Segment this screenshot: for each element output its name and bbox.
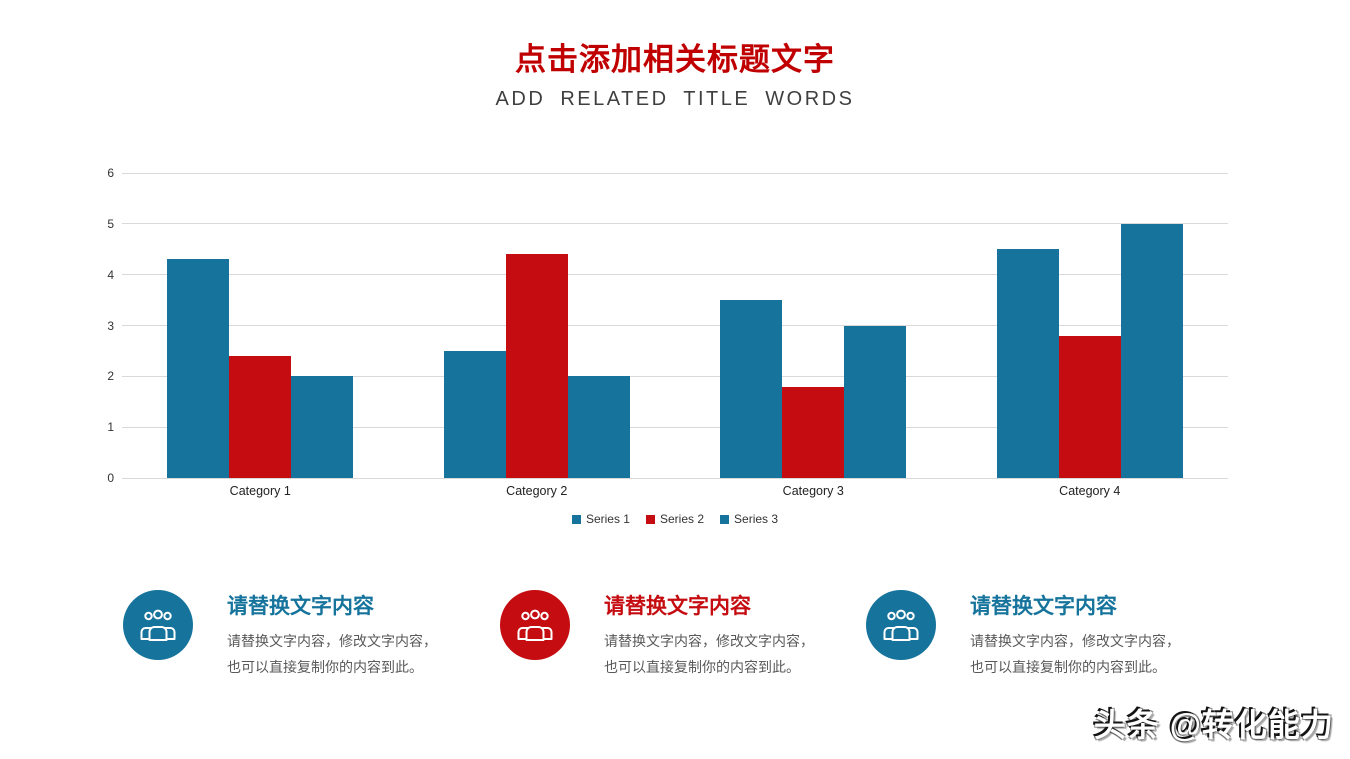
card-text: 请替换文字内容 请替换文字内容，修改文字内容， 也可以直接复制你的内容到此。 [970,588,1216,680]
card-body-line: 也可以直接复制你的内容到此。 [227,659,423,675]
chart-y-axis: 0 1 2 3 4 5 6 [88,166,114,485]
group-icon-circle [500,590,570,660]
y-tick-label: 5 [107,216,114,231]
card-body-line: 请替换文字内容，修改文字内容， [970,633,1180,649]
card-body-line: 请替换文字内容，修改文字内容， [227,633,437,649]
legend-item: Series 1 [571,512,630,526]
card-body[interactable]: 请替换文字内容，修改文字内容， 也可以直接复制你的内容到此。 [227,628,473,680]
legend-item: Series 2 [645,512,705,526]
card-text: 请替换文字内容 请替换文字内容，修改文字内容， 也可以直接复制你的内容到此。 [604,588,850,680]
card-body-line: 也可以直接复制你的内容到此。 [604,659,800,675]
gridline [122,223,1228,225]
bar-series-2 [505,254,568,478]
legend-swatch [571,514,581,524]
x-category-label: Category 3 [782,484,844,498]
y-tick-label: 0 [107,471,114,485]
toutiao-watermark: 头条 @转化能力 [1093,707,1334,743]
gridline [122,172,1228,174]
gridline [122,477,1228,479]
legend-swatch [720,514,730,524]
chart-legend: Series 1 Series 2 Series 3 [0,512,1350,526]
card-body-line: 请替换文字内容，修改文字内容， [604,633,814,649]
bar-series-2 [1058,335,1121,478]
info-card-1: 请替换文字内容 请替换文字内容，修改文字内容， 也可以直接复制你的内容到此。 [123,588,483,680]
bar-series-3 [1120,223,1183,478]
bar-series-3 [844,325,907,478]
card-title[interactable]: 请替换文字内容 [604,595,751,618]
y-tick-label: 4 [107,267,114,282]
gridline [122,375,1228,377]
y-tick-label: 1 [107,420,114,435]
gridline [122,325,1228,326]
x-category-label: Category 4 [1059,484,1121,498]
legend-swatch [645,514,655,524]
legend-item: Series 3 [720,512,778,526]
bar-series-1 [996,249,1059,478]
page-title[interactable]: 点击添加相关标题文字 [515,42,835,77]
bar-series-1 [167,259,230,478]
card-title[interactable]: 请替换文字内容 [227,595,374,618]
chart-x-axis: Category 1 Category 2 Category 3 Category 4 [122,484,1228,502]
gridline [122,274,1228,276]
header: 点击添加相关标题文字 ADD RELATED TITLE WORDS [0,0,1350,111]
bar-series-3 [291,376,354,478]
x-category-label: Category 1 [229,484,291,498]
card-body-line: 也可以直接复制你的内容到此。 [970,659,1166,675]
bar-series-3 [567,376,630,478]
gridline [122,426,1228,428]
info-card-2: 请替换文字内容 请替换文字内容，修改文字内容， 也可以直接复制你的内容到此。 [500,588,860,680]
group-icon-circle [866,590,936,660]
info-card-3: 请替换文字内容 请替换文字内容，修改文字内容， 也可以直接复制你的内容到此。 [866,588,1226,680]
y-tick-label: 2 [107,369,114,384]
group-icon [140,609,176,641]
card-body[interactable]: 请替换文字内容，修改文字内容， 也可以直接复制你的内容到此。 [604,628,850,680]
card-text: 请替换文字内容 请替换文字内容，修改文字内容， 也可以直接复制你的内容到此。 [227,588,473,680]
card-title[interactable]: 请替换文字内容 [970,595,1117,618]
group-icon [883,609,919,641]
y-tick-label: 3 [107,318,114,333]
x-category-label: Category 2 [506,484,568,498]
page-subtitle[interactable]: ADD RELATED TITLE WORDS [495,88,855,110]
y-tick-label: 6 [107,166,114,180]
chart-plot [122,172,1228,479]
group-icon [517,609,553,641]
legend-label: Series 3 [734,512,779,526]
group-icon-circle [123,590,193,660]
legend-label: Series 1 [585,512,630,526]
legend-label: Series 2 [659,512,705,526]
info-cards: 请替换文字内容 请替换文字内容，修改文字内容， 也可以直接复制你的内容到此。 [0,588,1350,698]
card-body[interactable]: 请替换文字内容，修改文字内容， 也可以直接复制你的内容到此。 [970,628,1216,680]
bar-series-2 [229,356,292,478]
bar-series-1 [720,300,783,478]
bar-series-1 [443,350,506,478]
bar-series-2 [782,386,845,478]
